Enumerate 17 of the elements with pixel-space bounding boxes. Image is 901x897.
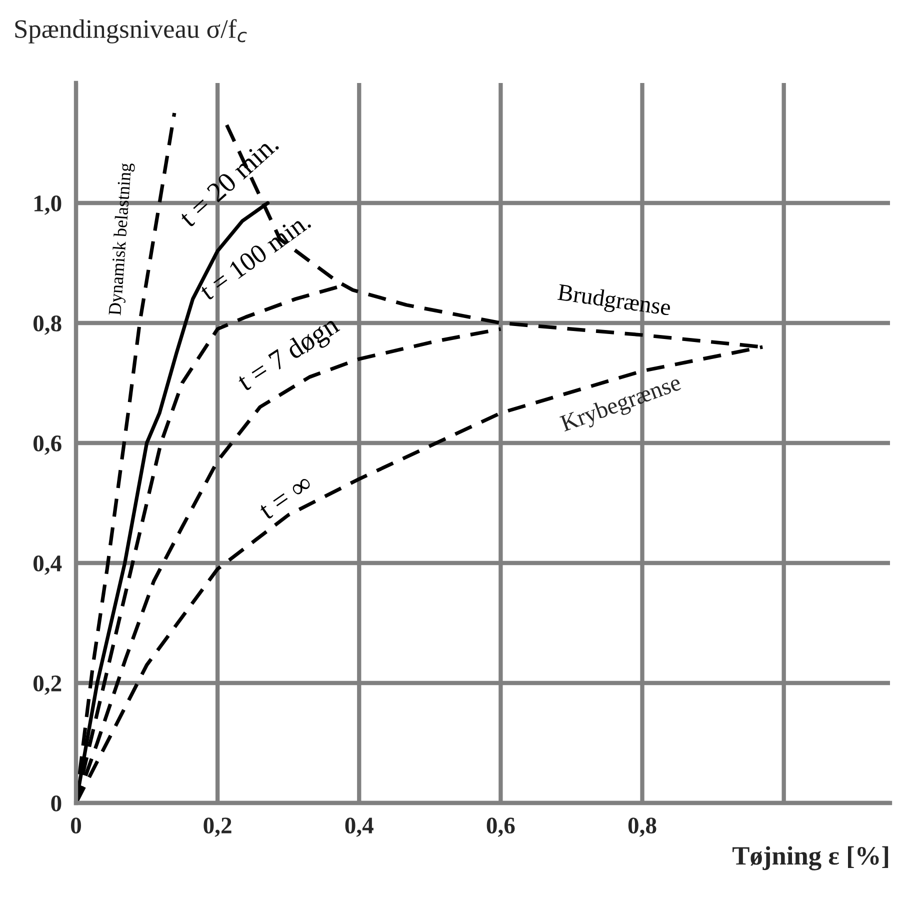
x-tick-label: 0,4 — [345, 818, 374, 837]
y-tick-label: 0,8 — [33, 315, 62, 335]
x-tick-label: 0,6 — [486, 818, 515, 837]
y-axis-title: Spændingsniveau σ/f$_{c}$ — [15, 19, 247, 44]
x-tick-label: 0,8 — [628, 818, 656, 837]
text: t = ∞ — [258, 475, 314, 520]
x-axis-title: Tøjning ε [%] — [732, 846, 888, 870]
text: Brudgrænse — [556, 283, 672, 320]
y-tick-label: 0,2 — [33, 675, 62, 695]
x-tick-label: 0,2 — [204, 818, 232, 837]
y-tick-label: 0,4 — [33, 555, 62, 575]
text: Dynamisk belastning — [108, 162, 136, 316]
y-tick-label: 0,6 — [33, 435, 62, 455]
text: t = 7 døgn — [234, 314, 344, 397]
y-tick-label: 1,0 — [34, 195, 62, 215]
y-tick-label: 0 — [51, 795, 62, 812]
x-tick-label: 0 — [70, 818, 82, 834]
